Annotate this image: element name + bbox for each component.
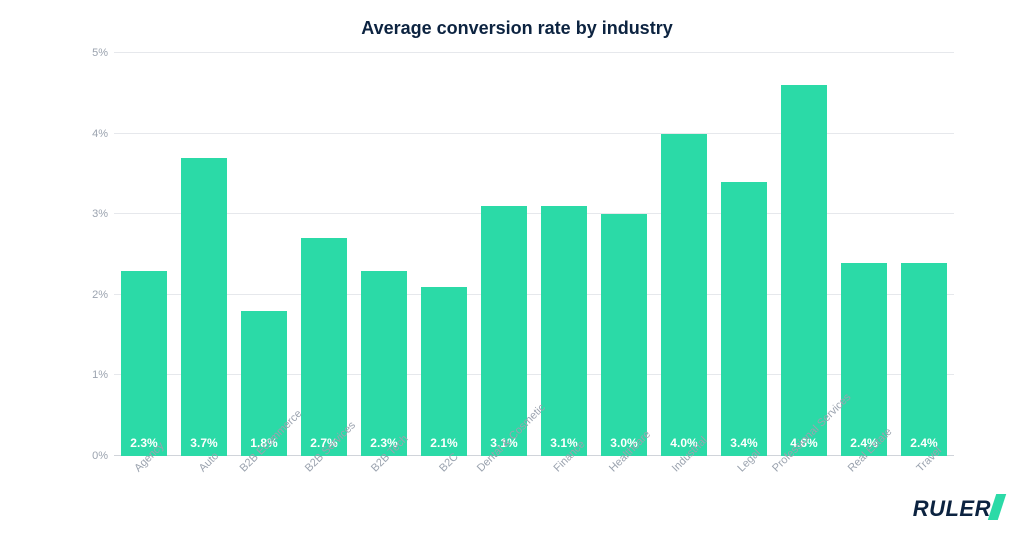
bars-group: 2.3% 3.7% 1.8%2.7% 2.3% 2.1% 3.1%3.1% 3.0% 4.0%… [114,53,954,456]
bar: 3.4% [721,182,768,456]
bar-slot: 3.7% [174,53,234,456]
y-axis: 0%1%2%3%4%5% [80,53,114,456]
x-axis: AgencyAutoB2B EcommerceB2B ServicesB2B T… [114,456,954,534]
bar-slot: 4.0% [654,53,714,456]
brand-logo: RULER [913,494,1002,522]
bar-slot: 2.3% [354,53,414,456]
bar-slot: 3.0% [594,53,654,456]
bar-slot: 3.1% [474,53,534,456]
chart-title: Average conversion rate by industry [80,18,954,39]
bar-slot: 4.6% [774,53,834,456]
bar-slot: 1.8% [234,53,294,456]
bar-slot: 3.4% [714,53,774,456]
y-tick-label: 5% [92,47,108,59]
bar-slot: 2.1% [414,53,474,456]
bar-slot: 2.7% [294,53,354,456]
bar-value-label: 2.1% [430,436,457,450]
bar-slot: 3.1% [534,53,594,456]
y-tick-label: 3% [92,208,108,220]
bar: 2.4% [841,263,888,456]
bar: 4.0% [661,134,708,456]
bar: 2.3% [121,271,168,456]
bar: 2.1% [421,287,468,456]
bar: 4.6% [781,85,828,456]
y-tick-label: 2% [92,289,108,301]
y-tick-label: 1% [92,369,108,381]
bar-slot: 2.4% [894,53,954,456]
chart-container: Average conversion rate by industry 0%1%… [80,18,954,456]
bar: 2.4% [901,263,948,456]
bar: 3.7% [181,158,228,456]
bar: 2.3% [361,271,408,456]
y-tick-label: 0% [92,450,108,462]
bar: 3.0% [601,214,648,456]
plot-area-wrap: 0%1%2%3%4%5% 2.3%3.7%1.8%2.7%2.3%2.1%3.1… [80,53,954,456]
y-tick-label: 4% [92,128,108,140]
bar: 3.1% [541,206,588,456]
brand-text: RULER [913,496,991,521]
bar-slot: 2.3% [114,53,174,456]
bar-value-label: 3.7% [190,436,217,450]
plot-area: 2.3% 3.7% 1.8%2.7% 2.3% 2.1% 3.1%3.1% 3.0% 4.0%… [114,53,954,456]
bar: 2.7% [301,238,348,456]
